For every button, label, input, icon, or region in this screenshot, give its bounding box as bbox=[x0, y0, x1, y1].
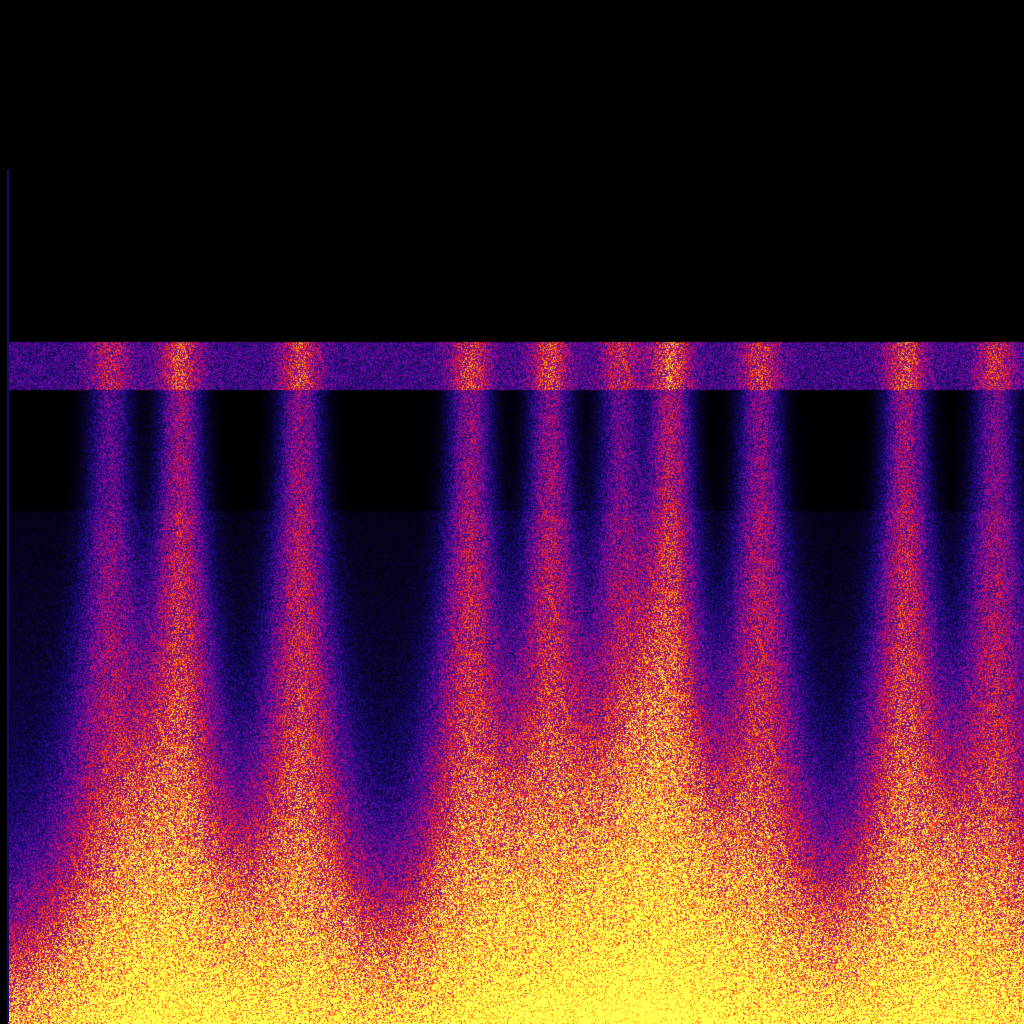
left-edge-line bbox=[7, 170, 9, 1022]
